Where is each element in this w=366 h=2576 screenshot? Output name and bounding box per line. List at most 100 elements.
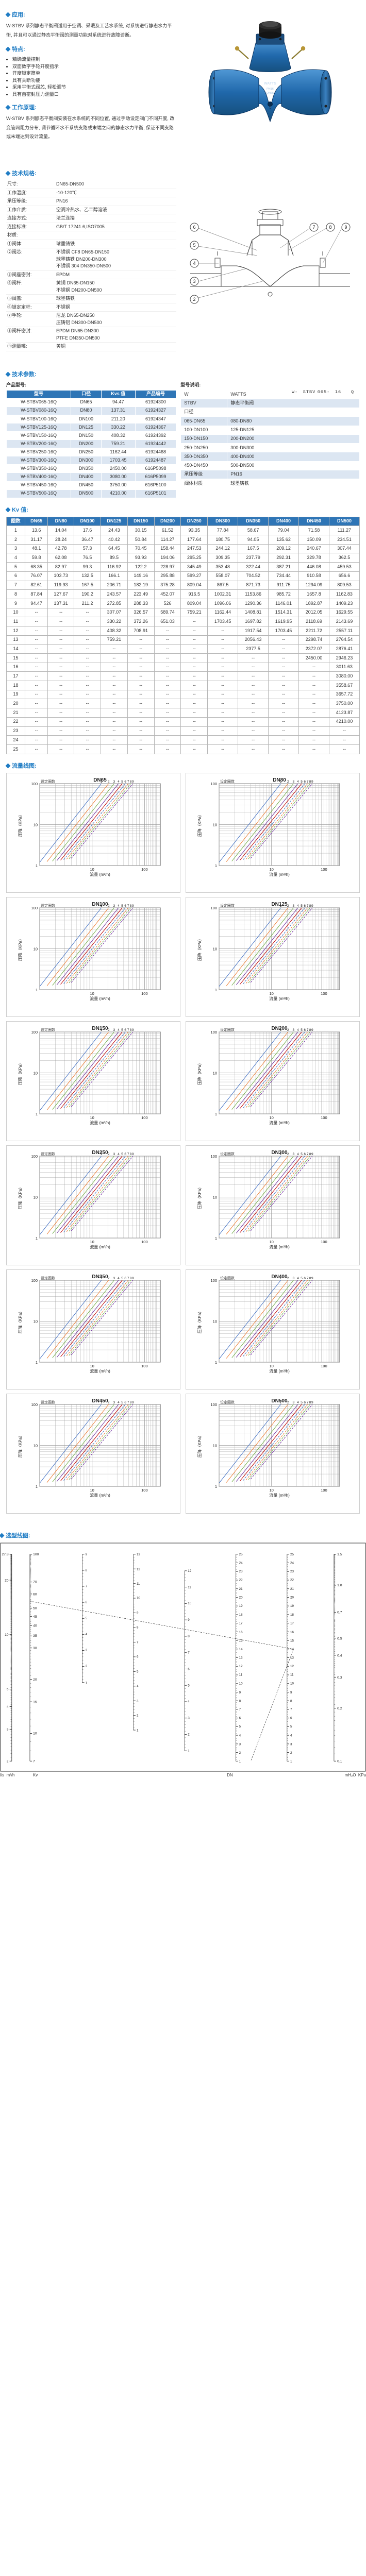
svg-text:100: 100 bbox=[141, 867, 148, 872]
svg-text:5: 5 bbox=[121, 1153, 123, 1156]
svg-text:4: 4 bbox=[193, 261, 196, 266]
svg-text:9: 9 bbox=[311, 1401, 313, 1404]
svg-text:100: 100 bbox=[141, 1240, 148, 1244]
svg-text:设定圈数: 设定圈数 bbox=[41, 779, 55, 784]
svg-text:6: 6 bbox=[124, 1401, 126, 1404]
svg-text:10: 10 bbox=[90, 867, 94, 872]
svg-text:4: 4 bbox=[297, 1028, 299, 1032]
svg-text:设定圈数: 设定圈数 bbox=[220, 1400, 235, 1404]
svg-text:7: 7 bbox=[137, 1640, 139, 1644]
svg-text:3: 3 bbox=[239, 1742, 241, 1746]
svg-text:2: 2 bbox=[108, 1401, 110, 1404]
svg-text:6: 6 bbox=[137, 1655, 139, 1658]
svg-text:17: 17 bbox=[239, 1621, 243, 1625]
svg-text:1: 1 bbox=[101, 1028, 103, 1032]
svg-text:5: 5 bbox=[188, 1684, 190, 1687]
svg-text:100: 100 bbox=[33, 1552, 39, 1556]
svg-text:5: 5 bbox=[301, 1028, 303, 1032]
svg-text:9: 9 bbox=[137, 1611, 139, 1615]
svg-text:9: 9 bbox=[132, 1401, 134, 1404]
svg-text:10: 10 bbox=[90, 1115, 94, 1120]
svg-text:25: 25 bbox=[290, 1552, 294, 1556]
svg-text:5: 5 bbox=[121, 1028, 123, 1032]
svg-text:2: 2 bbox=[287, 1153, 289, 1156]
svg-text:流量 (m³/h): 流量 (m³/h) bbox=[269, 1120, 290, 1125]
svg-text:17: 17 bbox=[290, 1621, 294, 1625]
svg-text:9: 9 bbox=[311, 1028, 313, 1032]
svg-text:70: 70 bbox=[33, 1580, 37, 1584]
svg-text:10: 10 bbox=[290, 1682, 294, 1685]
svg-text:100: 100 bbox=[210, 1030, 217, 1035]
svg-text:5: 5 bbox=[301, 780, 303, 784]
svg-text:10: 10 bbox=[34, 1195, 38, 1199]
svg-text:2: 2 bbox=[108, 1028, 110, 1032]
svg-text:22: 22 bbox=[290, 1578, 294, 1582]
svg-text:4: 4 bbox=[118, 780, 120, 784]
svg-text:1: 1 bbox=[280, 904, 282, 908]
svg-text:14: 14 bbox=[239, 1648, 243, 1651]
svg-text:9: 9 bbox=[290, 1690, 292, 1694]
svg-text:10: 10 bbox=[270, 1115, 274, 1120]
svg-text:设定圈数: 设定圈数 bbox=[41, 1276, 55, 1280]
svg-text:9: 9 bbox=[132, 780, 134, 784]
svg-text:100: 100 bbox=[141, 1364, 148, 1368]
svg-text:流量 (m³/h): 流量 (m³/h) bbox=[269, 1244, 290, 1249]
svg-text:压降（KPa）: 压降（KPa） bbox=[197, 937, 202, 961]
svg-text:8: 8 bbox=[137, 1625, 139, 1629]
svg-text:10: 10 bbox=[90, 1240, 94, 1244]
svg-text:21: 21 bbox=[239, 1587, 243, 1591]
svg-text:100: 100 bbox=[210, 1278, 217, 1283]
svg-text:10: 10 bbox=[213, 946, 217, 951]
svg-text:12: 12 bbox=[290, 1665, 294, 1668]
svg-text:流量 (m³/h): 流量 (m³/h) bbox=[90, 1244, 110, 1249]
svg-text:1: 1 bbox=[280, 1028, 282, 1032]
svg-text:7: 7 bbox=[127, 1401, 129, 1404]
svg-text:3: 3 bbox=[188, 1716, 190, 1720]
svg-text:0.2: 0.2 bbox=[337, 1707, 342, 1710]
svg-text:24: 24 bbox=[290, 1561, 294, 1565]
svg-text:1: 1 bbox=[280, 1277, 282, 1280]
svg-text:3: 3 bbox=[292, 1401, 294, 1404]
svg-text:设定圈数: 设定圈数 bbox=[41, 903, 55, 908]
svg-text:压降（KPa）: 压降（KPa） bbox=[18, 937, 23, 961]
svg-text:2: 2 bbox=[287, 1277, 289, 1280]
svg-text:2: 2 bbox=[287, 904, 289, 908]
svg-text:2: 2 bbox=[108, 904, 110, 908]
svg-text:PN16: PN16 bbox=[267, 88, 274, 91]
svg-text:24: 24 bbox=[239, 1561, 243, 1565]
svg-text:10: 10 bbox=[213, 1071, 217, 1075]
svg-text:10: 10 bbox=[90, 991, 94, 996]
svg-text:1: 1 bbox=[290, 1759, 292, 1763]
svg-text:100: 100 bbox=[210, 906, 217, 910]
svg-text:4: 4 bbox=[290, 1734, 292, 1737]
svg-text:1: 1 bbox=[215, 1112, 217, 1116]
svg-text:100: 100 bbox=[141, 1488, 148, 1493]
svg-text:11: 11 bbox=[290, 1673, 294, 1676]
svg-text:21: 21 bbox=[290, 1587, 294, 1591]
svg-text:7: 7 bbox=[86, 1585, 88, 1588]
svg-text:5: 5 bbox=[301, 1277, 303, 1280]
svg-text:100: 100 bbox=[31, 782, 38, 786]
svg-text:9: 9 bbox=[239, 1690, 241, 1694]
svg-text:4: 4 bbox=[297, 1153, 299, 1156]
svg-text:5: 5 bbox=[121, 1401, 123, 1404]
svg-text:7: 7 bbox=[127, 780, 129, 784]
svg-text:10: 10 bbox=[270, 991, 274, 996]
svg-text:设定圈数: 设定圈数 bbox=[220, 1151, 235, 1156]
svg-text:3: 3 bbox=[290, 1742, 292, 1746]
svg-text:40: 40 bbox=[33, 1624, 37, 1628]
svg-text:10: 10 bbox=[213, 1443, 217, 1448]
svg-text:6: 6 bbox=[239, 1716, 241, 1720]
svg-text:WATTS: WATTS bbox=[264, 82, 276, 86]
svg-text:压降（KPa）: 压降（KPa） bbox=[18, 1433, 23, 1458]
svg-text:9: 9 bbox=[345, 225, 347, 230]
svg-text:18: 18 bbox=[239, 1613, 243, 1616]
svg-text:10: 10 bbox=[34, 1443, 38, 1448]
svg-text:1: 1 bbox=[36, 863, 38, 868]
svg-text:4: 4 bbox=[118, 904, 120, 908]
svg-text:1.0: 1.0 bbox=[337, 1583, 342, 1587]
svg-text:11: 11 bbox=[137, 1582, 140, 1585]
svg-text:23: 23 bbox=[290, 1570, 294, 1573]
svg-text:5: 5 bbox=[193, 243, 196, 248]
svg-text:5: 5 bbox=[86, 1617, 88, 1620]
